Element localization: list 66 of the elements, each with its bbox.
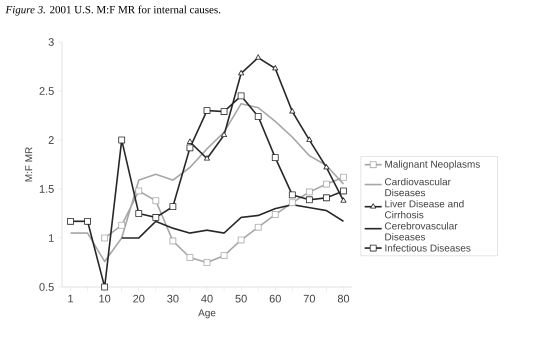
point — [204, 107, 210, 114]
y-tick-label: 1 — [48, 234, 54, 242]
point — [272, 65, 278, 70]
legend-label: Cerebrovascular Diseases — [384, 222, 458, 240]
y-tick-label: 0.5 — [39, 283, 54, 291]
point — [238, 70, 244, 76]
point — [323, 180, 330, 188]
x-tick-label: 10 — [99, 294, 110, 303]
x-tick-label: 70 — [304, 294, 316, 303]
point — [84, 218, 91, 225]
point — [272, 154, 279, 162]
chart-title: Figure 3. 2001 U.S. M:F MR for internal causes. — [5, 6, 220, 16]
y-tick-label: 2.5 — [40, 87, 54, 95]
point — [101, 284, 108, 290]
point — [152, 197, 160, 204]
y-tick-label: 1.5 — [40, 185, 54, 193]
point — [135, 210, 142, 217]
y-axis-title: M:F MR — [25, 147, 32, 182]
point — [255, 54, 262, 60]
point — [101, 234, 108, 242]
point — [238, 92, 245, 100]
point — [204, 259, 210, 266]
point — [306, 136, 312, 142]
point — [306, 196, 313, 204]
x-tick-label: 1 — [68, 294, 74, 302]
point — [254, 113, 262, 120]
x-axis-title: Age — [198, 309, 216, 318]
y-tick-label: 3 — [48, 38, 54, 46]
point — [340, 174, 347, 181]
point — [67, 218, 74, 225]
point — [323, 164, 330, 170]
x-tick-label: 20 — [133, 294, 144, 303]
point — [186, 138, 193, 144]
y-tick-label: 2 — [48, 136, 54, 144]
point — [204, 155, 210, 161]
point — [186, 254, 194, 261]
point — [323, 194, 330, 202]
point — [340, 197, 346, 203]
point — [135, 188, 142, 194]
point — [118, 222, 126, 229]
x-tick-label: 30 — [167, 294, 179, 303]
legend-label: Liver Disease and Cirrhosis — [384, 200, 464, 218]
point — [169, 203, 176, 210]
point — [169, 238, 176, 244]
point — [340, 188, 347, 194]
point — [118, 136, 126, 144]
point — [152, 214, 160, 221]
point — [288, 199, 296, 206]
point — [288, 191, 296, 198]
point — [238, 236, 245, 244]
point — [220, 252, 228, 260]
legend-label: Malignant Neoplasms — [385, 160, 480, 170]
point — [220, 108, 228, 115]
point — [186, 144, 194, 152]
point — [221, 132, 228, 137]
legend-label: Cardiovascular Diseases — [384, 178, 451, 196]
legend-label: Infectious Diseases — [385, 244, 470, 252]
x-tick-label: 40 — [201, 294, 213, 303]
x-tick-label: 50 — [235, 294, 247, 303]
point — [289, 108, 296, 114]
point — [272, 211, 279, 218]
point — [254, 224, 262, 231]
x-tick-label: 60 — [270, 294, 281, 303]
x-tick-label: 80 — [338, 294, 350, 303]
point — [306, 188, 313, 196]
line-series — [70, 102, 344, 262]
